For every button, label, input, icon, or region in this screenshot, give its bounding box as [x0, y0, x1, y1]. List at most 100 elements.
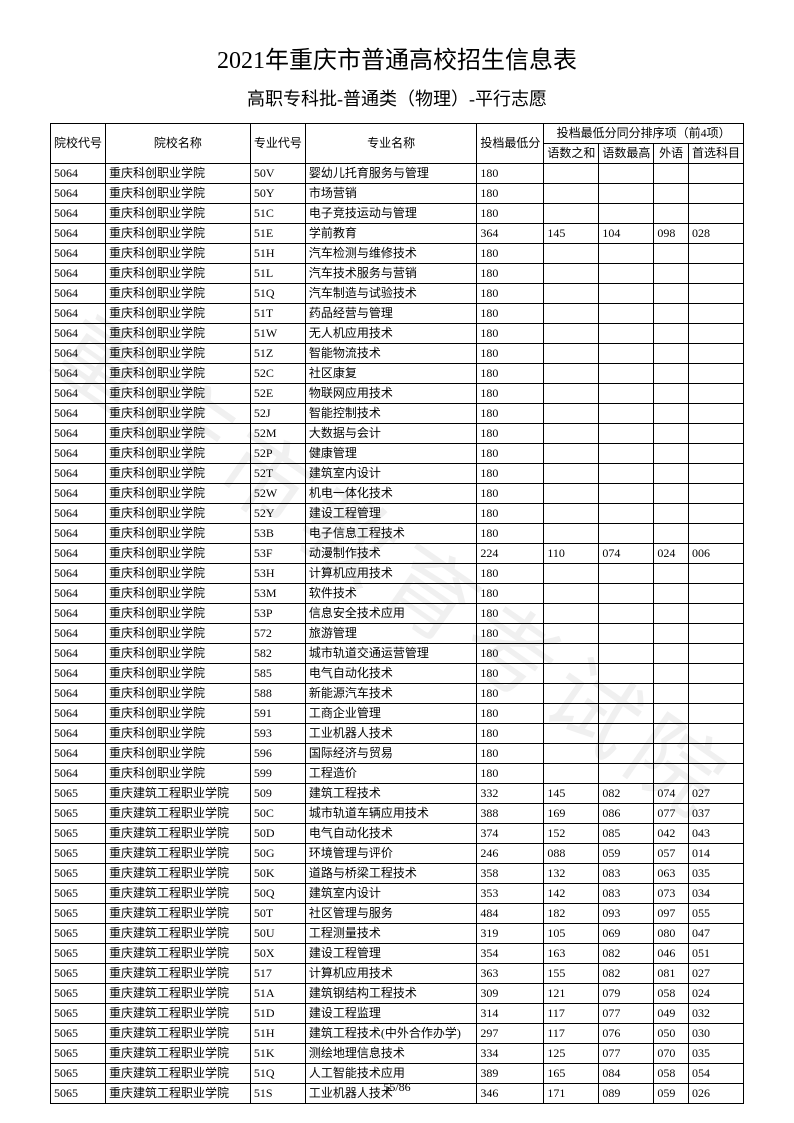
table-cell	[654, 724, 689, 744]
table-cell: 药品经营与管理	[305, 304, 476, 324]
table-cell: 224	[477, 544, 544, 564]
table-cell	[688, 624, 743, 644]
table-row: 5064重庆科创职业学院593工业机器人技术180	[51, 724, 744, 744]
table-cell: 婴幼儿托育服务与管理	[305, 164, 476, 184]
table-cell: 5065	[51, 984, 106, 1004]
table-cell	[654, 484, 689, 504]
table-row: 5064重庆科创职业学院52J智能控制技术180	[51, 404, 744, 424]
table-cell: 城市轨道交通运营管理	[305, 644, 476, 664]
table-cell: 汽车制造与试验技术	[305, 284, 476, 304]
table-cell: 重庆科创职业学院	[106, 724, 251, 744]
table-cell: 50K	[250, 864, 305, 884]
table-cell: 152	[544, 824, 599, 844]
table-cell: 重庆科创职业学院	[106, 644, 251, 664]
table-cell: 重庆科创职业学院	[106, 364, 251, 384]
table-cell	[654, 244, 689, 264]
table-cell	[688, 184, 743, 204]
table-cell: 52J	[250, 404, 305, 424]
table-cell: 354	[477, 944, 544, 964]
table-cell	[688, 724, 743, 744]
table-cell: 050	[654, 1024, 689, 1044]
table-cell: 180	[477, 424, 544, 444]
table-cell: 汽车技术服务与营销	[305, 264, 476, 284]
table-cell: 重庆建筑工程职业学院	[106, 1024, 251, 1044]
table-cell: 5065	[51, 1024, 106, 1044]
table-cell: 5065	[51, 944, 106, 964]
table-cell: 030	[688, 1024, 743, 1044]
table-cell	[688, 704, 743, 724]
table-cell: 汽车检测与维修技术	[305, 244, 476, 264]
table-cell: 建筑室内设计	[305, 464, 476, 484]
table-cell	[599, 384, 654, 404]
table-cell: 034	[688, 884, 743, 904]
table-cell: 5065	[51, 804, 106, 824]
table-cell	[654, 444, 689, 464]
table-cell: 035	[688, 1044, 743, 1064]
table-cell: 389	[477, 1064, 544, 1084]
table-cell: 182	[544, 904, 599, 924]
table-cell: 346	[477, 1084, 544, 1104]
table-cell: 重庆科创职业学院	[106, 344, 251, 364]
table-cell: 180	[477, 684, 544, 704]
table-cell: 5064	[51, 384, 106, 404]
table-cell	[688, 324, 743, 344]
table-cell: 工商企业管理	[305, 704, 476, 724]
table-cell: 353	[477, 884, 544, 904]
table-cell: 073	[654, 884, 689, 904]
table-cell	[544, 724, 599, 744]
table-row: 5064重庆科创职业学院596国际经济与贸易180	[51, 744, 744, 764]
table-row: 5065重庆建筑工程职业学院51H建筑工程技术(中外合作办学)297117076…	[51, 1024, 744, 1044]
table-cell: 332	[477, 784, 544, 804]
th-rank-group: 投档最低分同分排序项（前4项）	[544, 124, 744, 144]
th-school-code: 院校代号	[51, 124, 106, 164]
table-row: 5065重庆建筑工程职业学院50G环境管理与评价246088059057014	[51, 844, 744, 864]
table-cell: 电子信息工程技术	[305, 524, 476, 544]
table-cell	[654, 204, 689, 224]
table-cell: 学前教育	[305, 224, 476, 244]
table-cell: 5065	[51, 824, 106, 844]
table-cell: 电气自动化技术	[305, 664, 476, 684]
table-cell	[599, 364, 654, 384]
table-cell: 246	[477, 844, 544, 864]
table-cell: 重庆科创职业学院	[106, 404, 251, 424]
table-cell: 5065	[51, 1064, 106, 1084]
table-cell: 智能控制技术	[305, 404, 476, 424]
table-row: 5064重庆科创职业学院53F动漫制作技术224110074024006	[51, 544, 744, 564]
table-cell: 重庆科创职业学院	[106, 464, 251, 484]
table-cell: 180	[477, 744, 544, 764]
table-cell: 180	[477, 204, 544, 224]
table-cell: 5064	[51, 324, 106, 344]
table-cell	[599, 584, 654, 604]
table-row: 5065重庆建筑工程职业学院50K道路与桥梁工程技术35813208306303…	[51, 864, 744, 884]
table-cell: 50G	[250, 844, 305, 864]
table-cell	[544, 384, 599, 404]
table-cell: 5065	[51, 1004, 106, 1024]
th-school-name: 院校名称	[106, 124, 251, 164]
table-cell	[544, 204, 599, 224]
table-cell: 53H	[250, 564, 305, 584]
table-cell: 5064	[51, 544, 106, 564]
table-cell: 重庆科创职业学院	[106, 324, 251, 344]
table-cell: 智能物流技术	[305, 344, 476, 364]
table-cell: 086	[599, 804, 654, 824]
table-cell: 重庆科创职业学院	[106, 624, 251, 644]
table-cell: 180	[477, 604, 544, 624]
table-cell: 059	[599, 844, 654, 864]
table-row: 5064重庆科创职业学院50V婴幼儿托育服务与管理180	[51, 164, 744, 184]
table-cell: 50V	[250, 164, 305, 184]
table-cell: 5065	[51, 864, 106, 884]
table-cell	[654, 464, 689, 484]
table-row: 5064重庆科创职业学院52C社区康复180	[51, 364, 744, 384]
table-cell: 重庆科创职业学院	[106, 564, 251, 584]
table-cell: 51D	[250, 1004, 305, 1024]
table-cell: 51Q	[250, 284, 305, 304]
table-cell: 055	[688, 904, 743, 924]
table-cell	[654, 684, 689, 704]
table-cell: 重庆科创职业学院	[106, 744, 251, 764]
table-row: 5064重庆科创职业学院53M软件技术180	[51, 584, 744, 604]
table-cell	[544, 284, 599, 304]
table-cell: 070	[654, 1044, 689, 1064]
table-cell	[688, 744, 743, 764]
table-cell: 51H	[250, 1024, 305, 1044]
table-cell	[688, 344, 743, 364]
